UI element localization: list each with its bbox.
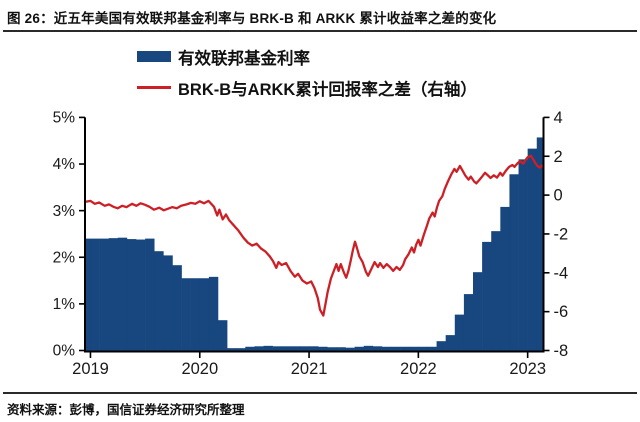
- legend: 有效联邦基金利率 BRK-B与ARKK累计回报率之差（右轴）: [137, 41, 477, 103]
- svg-text:-4: -4: [554, 264, 569, 282]
- legend-label-effr: 有效联邦基金利率: [178, 49, 310, 68]
- svg-text:4%: 4%: [53, 156, 76, 173]
- svg-text:-2: -2: [554, 225, 569, 243]
- svg-text:2019: 2019: [72, 360, 109, 378]
- svg-text:2023: 2023: [509, 360, 546, 378]
- svg-text:-6: -6: [554, 303, 569, 321]
- svg-text:1%: 1%: [53, 296, 76, 313]
- svg-text:3%: 3%: [53, 203, 76, 220]
- svg-text:0: 0: [554, 187, 563, 205]
- legend-item-brk-arkk-diff: BRK-B与ARKK累计回报率之差（右轴）: [137, 72, 477, 103]
- legend-label-brk-arkk-diff: BRK-B与ARKK累计回报率之差（右轴）: [178, 80, 477, 99]
- svg-text:4: 4: [554, 109, 563, 127]
- bar-series-swatch: [137, 51, 171, 62]
- source-note: 资料来源：彭博，国信证券经济研究所整理: [7, 403, 245, 417]
- svg-text:2021: 2021: [291, 360, 328, 378]
- right-axis-labels: -8 -6 -4 -2 0 2 4: [554, 109, 569, 360]
- line-series-swatch: [137, 86, 171, 89]
- legend-item-effr: 有效联邦基金利率: [137, 41, 477, 72]
- figure-title: 图 26：近五年美国有效联邦基金利率与 BRK-B 和 ARKK 累计收益率之差…: [7, 11, 497, 26]
- title-divider: [3, 30, 637, 32]
- svg-text:2%: 2%: [53, 250, 76, 267]
- left-axis-labels: 0% 1% 2% 3% 4% 5%: [53, 110, 76, 360]
- svg-text:2: 2: [554, 148, 563, 166]
- svg-text:-8: -8: [554, 342, 569, 360]
- line-series: [83, 154, 545, 317]
- svg-text:2022: 2022: [400, 360, 437, 378]
- svg-text:0%: 0%: [53, 343, 76, 360]
- source-divider: [3, 392, 637, 394]
- bar-series: [85, 137, 544, 352]
- svg-text:5%: 5%: [53, 110, 76, 127]
- tick-marks: [79, 116, 550, 358]
- x-axis-labels: 2019 2020 2021 2022 2023: [72, 360, 546, 378]
- svg-text:2020: 2020: [181, 360, 218, 378]
